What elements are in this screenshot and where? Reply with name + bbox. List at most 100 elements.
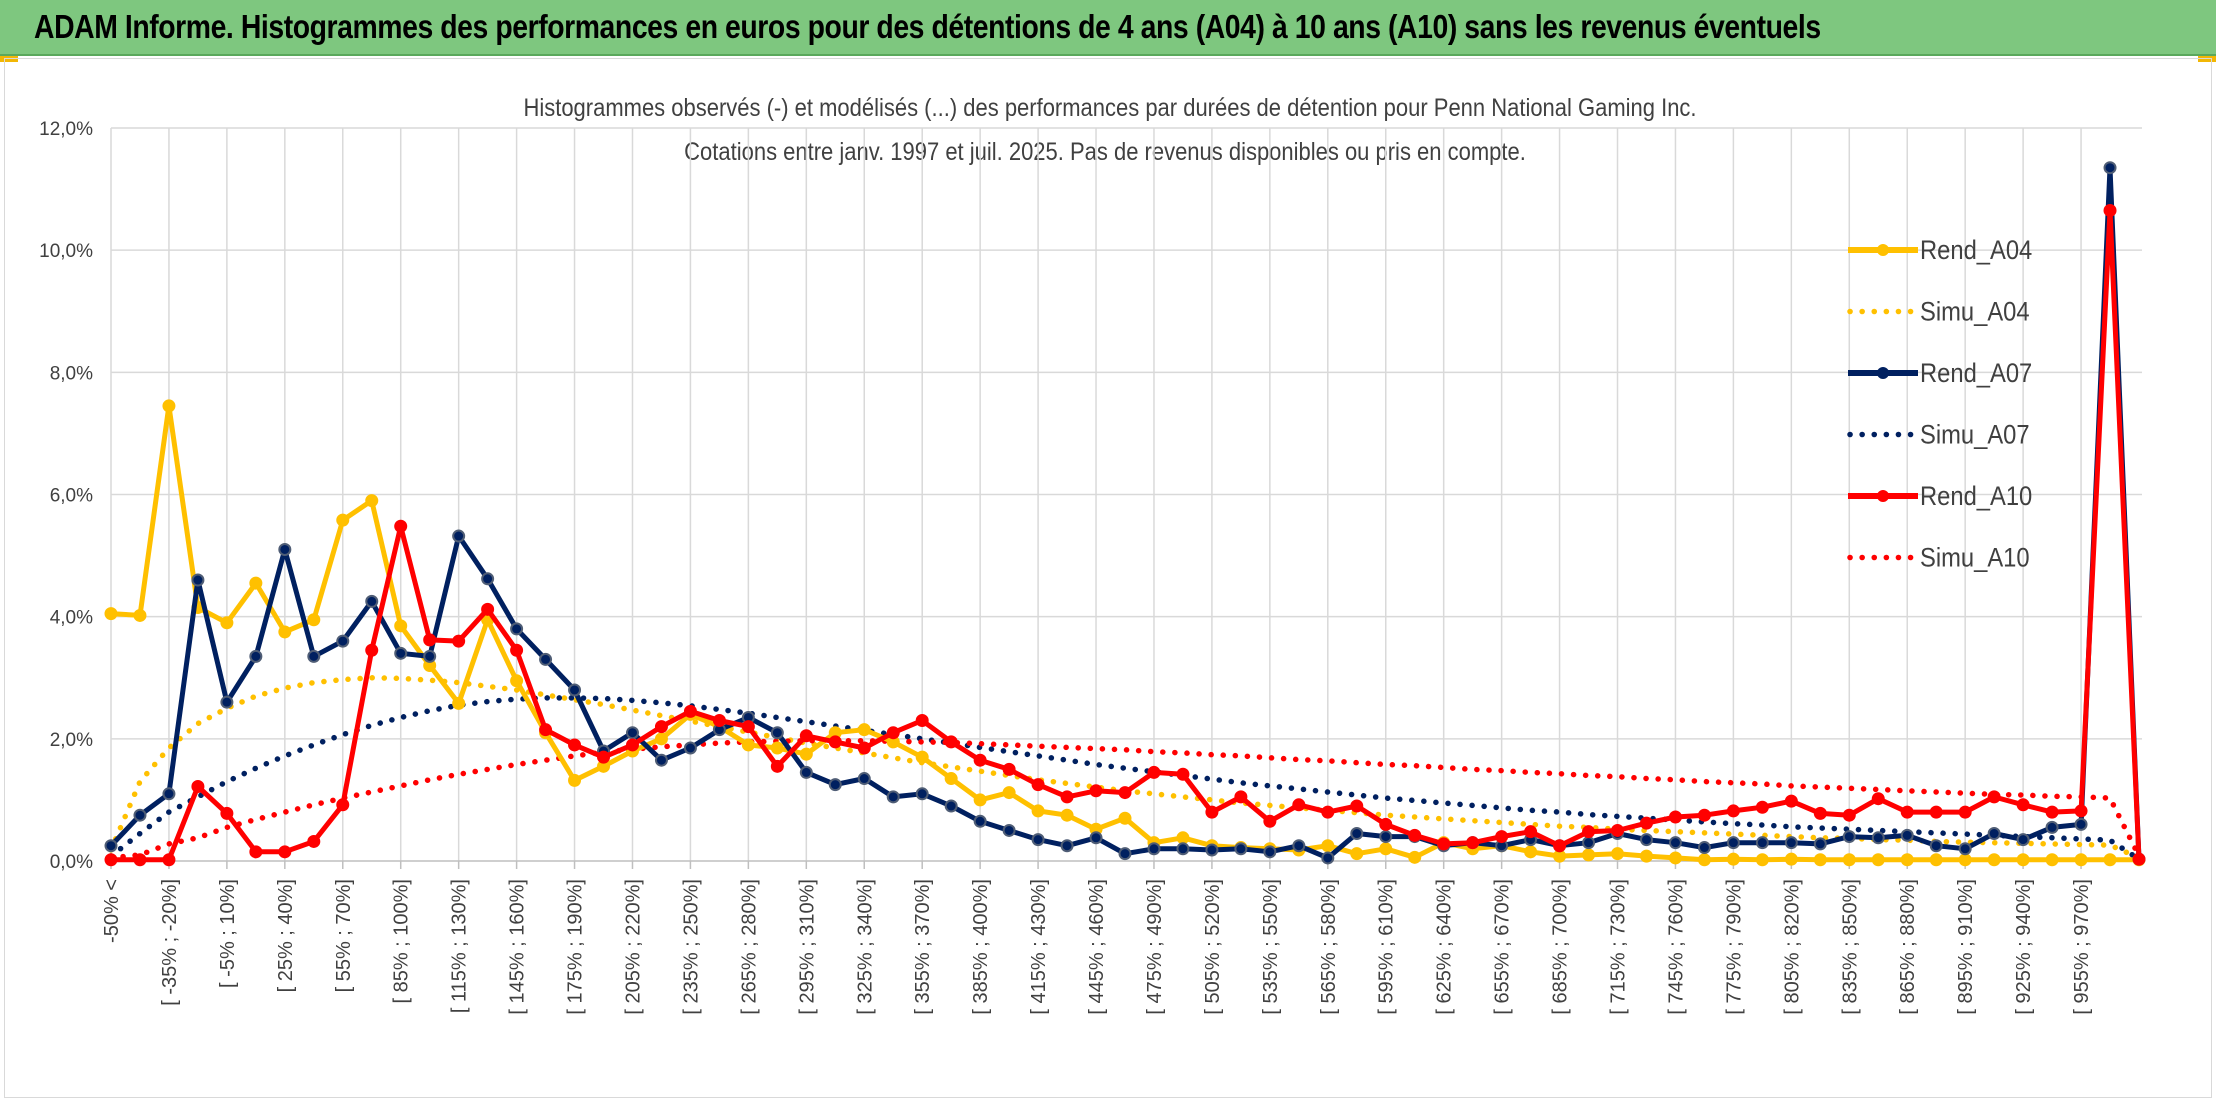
data-point-Rend_A10 — [394, 519, 408, 533]
data-point-Rend_A10 — [683, 704, 697, 718]
data-point-Rend_A07 — [1176, 842, 1190, 856]
chart-subtitle: Cotations entre janv. 1997 et juil. 2025… — [684, 138, 1526, 166]
header-bar: ADAM Informe. Histogrammes des performan… — [0, 0, 2216, 56]
data-point-Rend_A10 — [1408, 828, 1422, 842]
data-point-Rend_A04 — [741, 738, 755, 752]
data-point-Rend_A07 — [1292, 839, 1306, 853]
data-point-Rend_A04 — [1726, 852, 1740, 866]
data-point-Rend_A07 — [365, 594, 379, 608]
data-point-Rend_A07 — [886, 790, 900, 804]
gridlines — [110, 127, 2142, 861]
data-point-Rend_A07 — [1350, 827, 1364, 841]
x-tick-label: [ 895% ; 910%] — [1955, 879, 1977, 1015]
x-tick-label: [ 535% ; 550%] — [1260, 879, 1282, 1015]
data-point-Rend_A07 — [1958, 842, 1972, 856]
x-tick-label: [ 655% ; 670%] — [1492, 879, 1514, 1015]
data-point-Rend_A07 — [1668, 836, 1682, 850]
data-point-Rend_A10 — [597, 750, 611, 764]
x-tick-label: [ -5% ; 10%] — [217, 879, 239, 988]
data-point-Rend_A10 — [104, 853, 118, 867]
data-point-Rend_A04 — [1118, 811, 1132, 825]
data-point-Rend_A07 — [828, 778, 842, 792]
x-tick-label: [ 205% ; 220%] — [622, 879, 644, 1015]
legend-label-Simu_A10: Simu_A10 — [1920, 543, 2030, 573]
data-point-Rend_A10 — [828, 735, 842, 749]
x-tick-label: [ 505% ; 520%] — [1202, 879, 1224, 1015]
data-point-Rend_A10 — [133, 853, 147, 867]
data-point-Rend_A10 — [857, 741, 871, 755]
x-tick-label: [ 835% ; 850%] — [1839, 879, 1861, 1015]
x-tick-label: [ 325% ; 340%] — [854, 879, 876, 1015]
data-point-Rend_A04 — [365, 494, 379, 508]
y-tick-label: 4,0% — [50, 608, 93, 629]
data-point-Rend_A04 — [2016, 853, 2030, 867]
data-point-Rend_A07 — [1697, 841, 1711, 855]
data-point-Rend_A07 — [510, 622, 524, 636]
data-point-Rend_A10 — [2074, 804, 2088, 818]
data-point-Rend_A07 — [568, 683, 582, 697]
data-point-Rend_A07 — [423, 649, 437, 663]
data-point-Rend_A07 — [1205, 843, 1219, 857]
data-point-Rend_A04 — [1176, 831, 1190, 845]
y-tick-label: 8,0% — [50, 363, 93, 384]
data-point-Rend_A10 — [741, 720, 755, 734]
data-point-Rend_A07 — [799, 765, 813, 779]
data-point-Rend_A04 — [1987, 853, 2001, 867]
x-tick-label: [ 295% ; 310%] — [796, 879, 818, 1015]
data-point-Rend_A10 — [1726, 804, 1740, 818]
data-point-Rend_A04 — [1784, 852, 1798, 866]
legend: Rend_A04 Simu_A04 Rend_A07 Simu_A07 Rend_A10… — [1847, 236, 2032, 573]
x-tick-label: [ 55% ; 70%] — [333, 879, 355, 992]
data-point-Rend_A10 — [944, 735, 958, 749]
legend-label-Simu_A07: Simu_A07 — [1920, 420, 2030, 450]
data-point-Rend_A10 — [1553, 839, 1567, 853]
y-tick-label: 2,0% — [50, 730, 93, 751]
data-point-Rend_A10 — [423, 633, 437, 647]
data-point-Rend_A10 — [1292, 798, 1306, 812]
data-point-Rend_A04 — [1582, 848, 1596, 862]
data-point-Rend_A07 — [1234, 842, 1248, 856]
chart-frame — [4, 58, 2212, 1098]
data-point-Rend_A10 — [1929, 805, 1943, 819]
data-point-Rend_A10 — [452, 634, 466, 648]
data-point-Rend_A04 — [568, 773, 582, 787]
data-point-Rend_A10 — [2132, 852, 2146, 866]
data-point-Rend_A04 — [1031, 804, 1045, 818]
data-point-Rend_A10 — [1900, 805, 1914, 819]
data-point-Rend_A10 — [481, 602, 495, 616]
data-point-Rend_A07 — [1089, 831, 1103, 845]
data-point-Rend_A07 — [683, 741, 697, 755]
x-tick-label: [ 265% ; 280%] — [738, 879, 760, 1015]
legend-label-Simu_A04: Simu_A04 — [1920, 297, 2030, 327]
x-tick-label: [ 685% ; 700%] — [1550, 879, 1572, 1015]
data-point-Rend_A10 — [1031, 778, 1045, 792]
data-point-Rend_A10 — [1350, 799, 1364, 813]
x-tick-label: [ 385% ; 400%] — [970, 879, 992, 1015]
data-point-Rend_A10 — [973, 753, 987, 767]
data-point-Rend_A07 — [336, 634, 350, 648]
data-point-Rend_A10 — [1784, 794, 1798, 808]
data-point-Rend_A04 — [1900, 853, 1914, 867]
x-tick-label: [ 715% ; 730%] — [1608, 879, 1630, 1015]
x-tick-label: [ 175% ; 190%] — [565, 879, 587, 1015]
data-point-Rend_A07 — [191, 573, 205, 587]
data-point-Rend_A10 — [1697, 808, 1711, 822]
data-point-Rend_A07 — [2045, 820, 2059, 834]
data-point-Rend_A10 — [1205, 805, 1219, 819]
data-point-Rend_A07 — [1755, 836, 1769, 850]
series-line-Rend_A10 — [111, 208, 2142, 863]
data-point-Rend_A10 — [1002, 762, 1016, 776]
data-point-Rend_A04 — [1639, 849, 1653, 863]
data-point-Rend_A07 — [973, 814, 987, 828]
data-point-Rend_A10 — [1611, 823, 1625, 837]
data-point-Rend_A07 — [220, 695, 234, 709]
data-point-Rend_A07 — [2074, 817, 2088, 831]
x-tick-label: [ 625% ; 640%] — [1434, 879, 1456, 1015]
data-point-Rend_A10 — [1321, 805, 1335, 819]
data-point-Rend_A04 — [1524, 845, 1538, 859]
data-point-Rend_A10 — [1639, 816, 1653, 830]
data-point-Rend_A10 — [1176, 767, 1190, 781]
x-tick-label: [ 865% ; 880%] — [1897, 879, 1919, 1015]
y-tick-label: 0,0% — [50, 852, 93, 873]
